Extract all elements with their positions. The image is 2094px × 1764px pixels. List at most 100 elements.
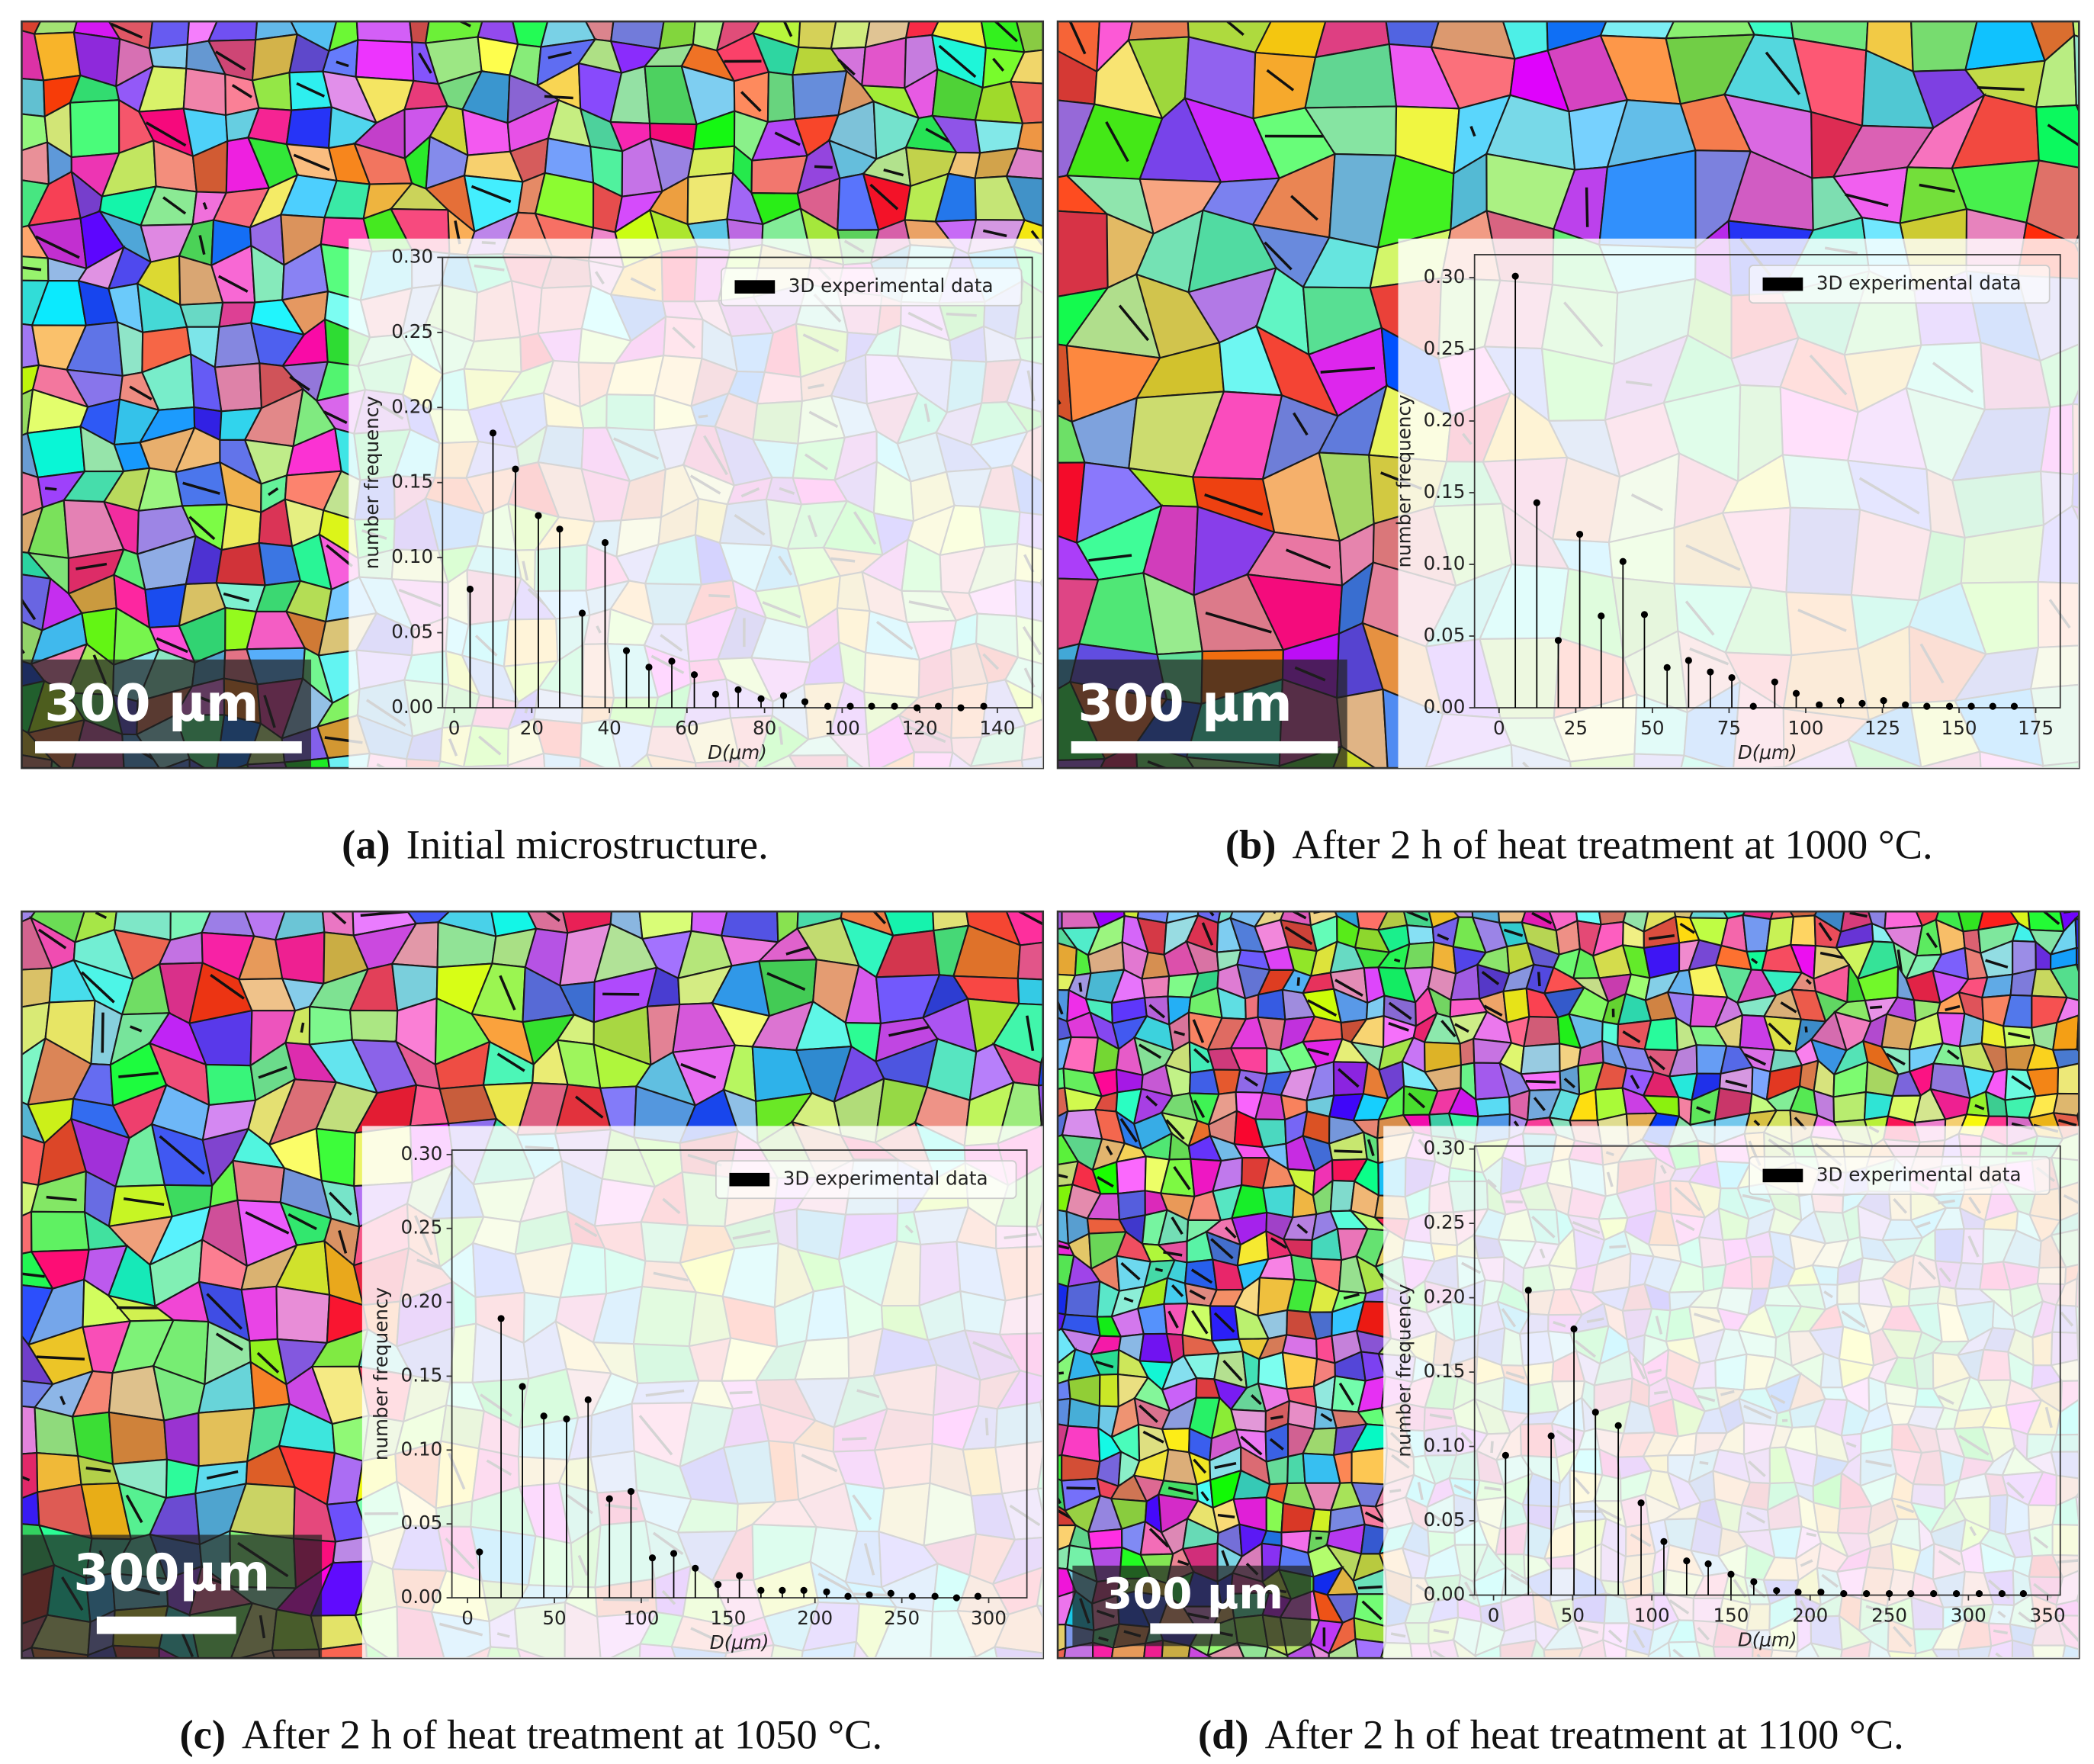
twin	[496, 1052, 525, 1072]
y-tick-label: 0.05	[391, 621, 433, 643]
grain	[1037, 1061, 1043, 1087]
stem-marker	[779, 1586, 786, 1594]
twin	[1307, 1047, 1330, 1056]
grain	[2087, 1061, 2094, 1094]
grain	[2077, 1228, 2080, 1252]
scale-bar-bg	[21, 1534, 323, 1659]
grain	[462, 764, 509, 769]
grain	[1964, 21, 2047, 71]
twin	[129, 385, 153, 401]
twin	[1483, 1004, 1503, 1017]
twin	[36, 1355, 85, 1361]
twin	[21, 265, 42, 272]
x-tick-label: 50	[542, 1607, 566, 1629]
caption-label: (a)	[342, 821, 390, 867]
stem-marker	[711, 690, 720, 698]
grain	[2086, 1616, 2094, 1652]
twin	[206, 1470, 239, 1480]
twin	[1173, 1165, 1191, 1190]
caption-label: (d)	[1198, 1711, 1249, 1757]
stem-marker	[1619, 557, 1627, 565]
twin	[1118, 304, 1150, 342]
twin	[888, 1025, 930, 1037]
scale-bar	[35, 741, 302, 753]
twin	[1921, 1661, 1941, 1663]
y-axis-label: number frequency	[370, 1287, 392, 1460]
twin	[44, 487, 57, 491]
twin	[2083, 1367, 2094, 1382]
y-tick-label: 0.30	[401, 1142, 443, 1165]
grain	[1328, 1637, 1359, 1659]
panel: 300 μm 0.00 0.05 0.10 0.15 0.20 0.25 0.30 0 50 100…	[1056, 910, 2094, 1757]
grain	[348, 1009, 399, 1043]
grain	[1187, 1644, 1215, 1659]
twin	[1933, 785, 1971, 792]
twin	[287, 1213, 317, 1231]
twin	[1367, 1139, 1375, 1157]
stem-marker	[645, 664, 653, 671]
grain	[1598, 149, 1697, 249]
twin	[206, 1293, 243, 1330]
twin	[1307, 999, 1338, 1017]
stem-marker	[1533, 499, 1540, 506]
twin	[156, 637, 188, 654]
twin	[2085, 1388, 2094, 1393]
twin	[1217, 1513, 1235, 1518]
x-tick-label: 100	[1787, 717, 1823, 739]
stem-marker	[1640, 611, 1649, 619]
legend-box	[715, 1160, 1017, 1200]
twin	[1648, 934, 1675, 940]
twin	[982, 229, 1007, 238]
twin	[1058, 1244, 1070, 1250]
grain	[318, 1642, 368, 1659]
stem-marker	[1773, 1587, 1781, 1595]
twin	[223, 592, 250, 602]
grain	[2049, 963, 2080, 1001]
panel: 300 μm 0.00 0.05 0.10 0.15 0.20 0.25 0.30 0 25 50 7…	[1056, 20, 2080, 867]
y-tick-label: 0.00	[1424, 696, 1466, 718]
grain	[2035, 104, 2080, 169]
stem-marker	[1547, 1432, 1555, 1440]
twin	[14, 412, 21, 423]
grain	[285, 106, 332, 149]
grain	[2073, 34, 2080, 107]
x-axis-label: D(μm)	[708, 741, 767, 763]
grain	[1688, 911, 1729, 920]
grain	[1520, 1043, 1561, 1075]
x-tick-label: 0	[461, 1607, 474, 1629]
twin	[159, 1135, 205, 1175]
grain	[148, 43, 188, 69]
legend-label: 3D experimental data	[1816, 272, 2022, 294]
twin	[1058, 1173, 1068, 1179]
twin	[1440, 1020, 1456, 1038]
y-tick-label: 0.05	[401, 1512, 443, 1534]
twin	[326, 544, 353, 567]
twin	[1947, 1049, 1960, 1060]
stem-marker	[556, 525, 564, 533]
grain	[398, 1664, 447, 1701]
twin	[300, 1022, 305, 1033]
stem-marker	[980, 702, 988, 710]
grain	[1354, 1637, 1387, 1659]
x-tick-label: 300	[1951, 1605, 1986, 1627]
twin	[268, 487, 279, 496]
twin	[1240, 1435, 1263, 1456]
x-tick-label: 50	[1640, 717, 1664, 739]
twin	[499, 1659, 522, 1676]
y-tick-label: 0.25	[391, 320, 433, 342]
legend-label: 3D experimental data	[1816, 1163, 2022, 1185]
twin	[1120, 1261, 1141, 1280]
stem-marker	[1837, 697, 1845, 705]
twin	[1189, 1289, 1206, 1300]
scale-bar-label: 300 μm	[1078, 673, 1292, 733]
twin	[1192, 1019, 1205, 1043]
scale-bar-label: 300μm	[73, 1543, 270, 1602]
twin	[118, 1072, 159, 1078]
stem-marker	[540, 1412, 548, 1420]
twin	[1148, 1528, 1170, 1548]
grain	[1098, 1373, 1119, 1408]
twin	[1210, 1238, 1234, 1260]
stem-marker	[1554, 637, 1562, 644]
twin	[1142, 1430, 1164, 1444]
stem-marker	[1727, 1570, 1735, 1578]
